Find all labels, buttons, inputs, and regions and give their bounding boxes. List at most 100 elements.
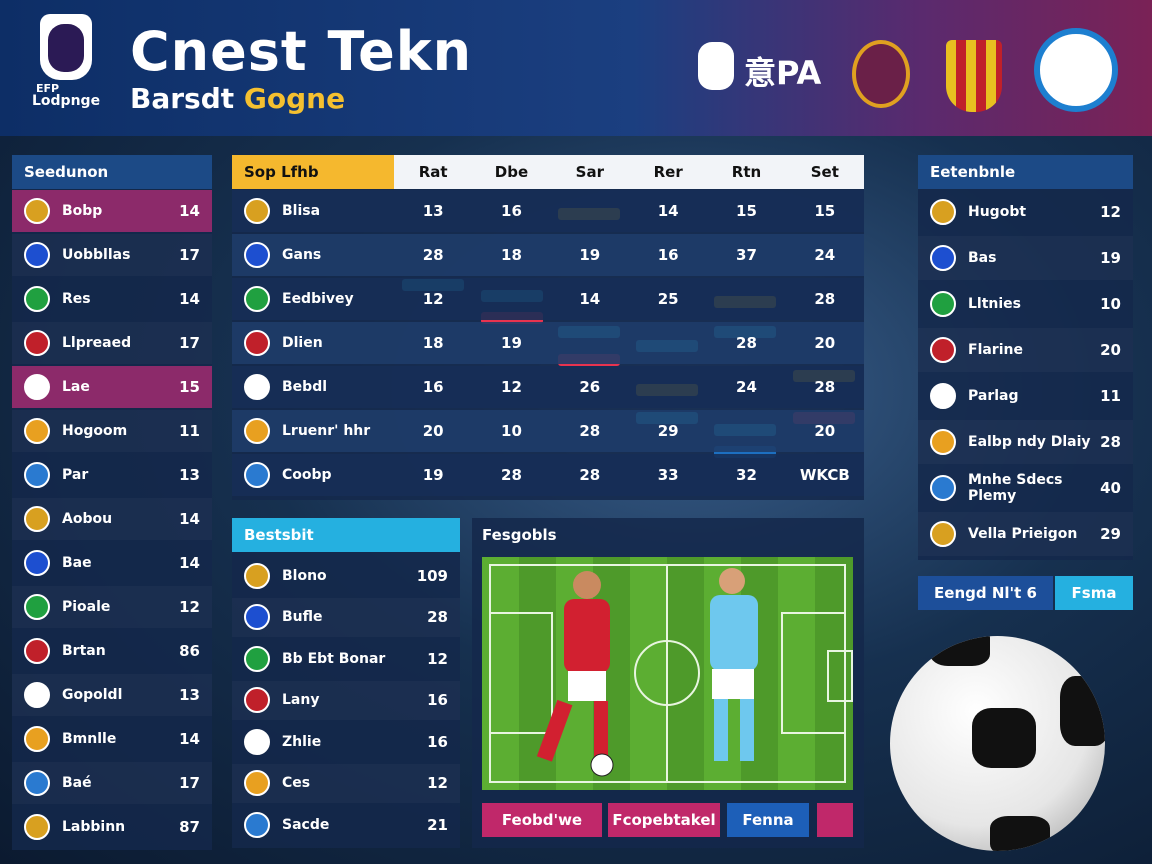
cell: 18 <box>422 334 444 352</box>
team-value: 13 <box>179 686 200 704</box>
team-icon <box>24 594 50 620</box>
button[interactable]: Fsma <box>1055 576 1133 610</box>
cell: 26 <box>579 378 601 396</box>
team-name: Baé <box>62 775 92 791</box>
logo-mark <box>48 24 84 72</box>
row: Bae 14 <box>24 542 200 584</box>
cell: 12 <box>422 290 444 308</box>
column-header: Sar <box>575 163 604 181</box>
cell: 28 <box>736 334 757 352</box>
table-row <box>232 410 864 452</box>
team-name: Eedbivey <box>282 291 354 307</box>
cell: 16 <box>657 246 679 264</box>
team-name: Pioale <box>62 599 111 615</box>
team-name: Labbinn <box>62 819 126 835</box>
team-name: Vella Prieigon <box>968 526 1078 542</box>
team-name: Aobou <box>62 511 113 527</box>
team-icon <box>244 286 270 312</box>
row: Brtan 86 <box>24 630 200 672</box>
team-value: 40 <box>1100 479 1121 497</box>
column-header: Rat <box>418 163 448 181</box>
team-value: 16 <box>427 691 448 710</box>
button[interactable]: Fenna <box>727 803 809 837</box>
cell: 14 <box>579 290 601 308</box>
team-icon <box>930 291 956 317</box>
icon-button[interactable] <box>817 803 853 837</box>
row: Mnhe Sdecs Plemy 40 <box>930 466 1121 510</box>
crest <box>852 40 910 108</box>
team-value: 28 <box>427 608 448 627</box>
team-icon <box>24 682 50 708</box>
logo-top: EFP <box>36 82 60 95</box>
team-icon <box>244 374 270 400</box>
row: Zhlie 16 <box>244 722 448 762</box>
cell: 12 <box>501 378 522 396</box>
team-icon <box>24 814 50 840</box>
soccer-ball <box>890 636 1105 851</box>
cell: 15 <box>736 202 757 220</box>
team-name: Lltnies <box>968 296 1022 312</box>
button[interactable]: Fcopebtakel <box>608 803 720 837</box>
team-icon <box>244 562 270 589</box>
row: Hugobt 12 <box>930 190 1121 234</box>
team-name: Lany <box>282 692 320 709</box>
cell: 33 <box>657 466 679 484</box>
logo-text: Lodpnge <box>32 93 101 109</box>
row: Labbinn 87 <box>24 806 200 848</box>
cell: 20 <box>422 422 444 440</box>
cell: 19 <box>579 246 601 264</box>
best-panel <box>232 518 460 848</box>
subtitle: Barsdt Gogne <box>130 82 345 115</box>
row: Flarine 20 <box>930 328 1121 372</box>
row: Blono 109 <box>244 556 448 596</box>
cell: 19 <box>501 334 522 352</box>
team-icon <box>930 383 956 409</box>
cell: 29 <box>657 422 679 440</box>
button[interactable]: Eengd Nl't 6 <box>918 576 1053 610</box>
cell: 20 <box>814 422 836 440</box>
team-icon <box>244 728 270 755</box>
team-icon <box>244 687 270 714</box>
column-header: Dbe <box>494 163 529 181</box>
team-name: Hugobt <box>968 204 1027 220</box>
team-name: Dlien <box>282 335 323 351</box>
cell: 16 <box>422 378 444 396</box>
team-icon <box>930 245 956 271</box>
team-value: 12 <box>1100 203 1121 221</box>
team-icon <box>244 418 270 444</box>
column-header: Set <box>810 163 839 181</box>
team-icon <box>24 726 50 752</box>
column-header: Rer <box>653 163 683 181</box>
team-name: Gopoldl <box>62 687 123 703</box>
button[interactable]: Feobd'we <box>482 803 602 837</box>
crest <box>1034 28 1118 112</box>
team-value: 28 <box>1100 433 1121 451</box>
row: Baé 17 <box>24 762 200 804</box>
team-icon <box>244 770 270 797</box>
team-value: 14 <box>179 202 200 220</box>
team-name: Bb Ebt Bonar <box>282 650 386 667</box>
team-value: 86 <box>179 642 200 660</box>
table-row <box>232 278 864 320</box>
team-name: Bas <box>968 250 997 266</box>
team-name: Blisa <box>282 203 321 219</box>
team-name: Bae <box>62 555 92 571</box>
team-name: Ealbp ndy Dlaiy <box>968 434 1091 450</box>
team-name: Sacde <box>282 816 330 833</box>
team-name: Lruenr' hhr <box>282 423 371 439</box>
table-row <box>232 322 864 364</box>
cell: 13 <box>422 202 444 220</box>
team-name: Par <box>62 467 89 483</box>
team-icon <box>930 475 956 501</box>
team-name: Coobp <box>282 467 332 483</box>
team-icon <box>24 506 50 532</box>
team-value: 21 <box>427 815 448 834</box>
row: Bufle 28 <box>244 598 448 638</box>
team-icon <box>244 330 270 356</box>
team-value: 11 <box>179 422 200 440</box>
team-name: Uobbllas <box>62 247 131 263</box>
cell: 37 <box>736 246 757 264</box>
team-name: Bufle <box>282 609 323 626</box>
team-value: 14 <box>179 290 200 308</box>
team-icon <box>24 198 50 224</box>
